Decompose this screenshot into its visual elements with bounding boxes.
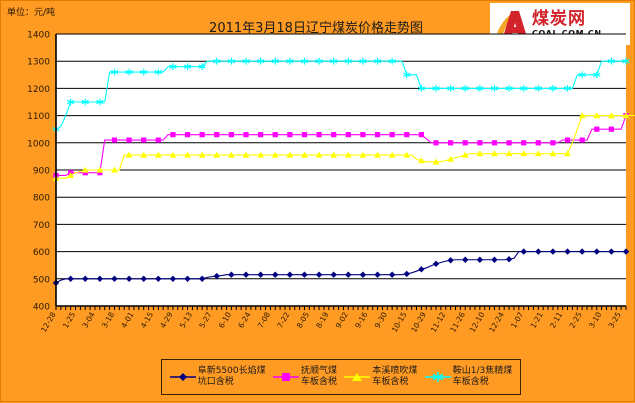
series-line	[52, 248, 630, 287]
svg-text:3-18: 3-18	[100, 310, 116, 329]
svg-text:600: 600	[33, 248, 50, 258]
svg-text:12-28: 12-28	[39, 310, 58, 334]
svg-text:12-24: 12-24	[487, 310, 506, 334]
data-series-group	[52, 57, 635, 287]
x-axis-tick-labels: 12-28 1-25 3-04 3-18 4-01 4-15 4-29 5-13 5-27 6-1…	[39, 310, 623, 334]
svg-text:1400: 1400	[27, 31, 50, 41]
svg-text:500: 500	[33, 275, 50, 285]
legend-swatch-icon	[272, 373, 299, 381]
svg-text:9-30: 9-30	[373, 310, 389, 329]
svg-text:2-11: 2-11	[548, 310, 564, 329]
logo-cn-name: 煤炭网	[532, 8, 586, 29]
svg-text:11-12: 11-12	[429, 310, 448, 334]
svg-text:8-19: 8-19	[314, 310, 330, 329]
svg-text:1300: 1300	[27, 58, 50, 68]
logo-mark-icon	[497, 10, 527, 37]
legend-label-line1: 抚顺气煤	[300, 366, 337, 376]
legend-swatch-icon	[344, 373, 371, 381]
legend-swatch-icon	[169, 373, 196, 381]
svg-text:1000: 1000	[27, 139, 50, 149]
svg-text:900: 900	[33, 167, 50, 177]
logo-text: 煤炭网 COAL.COM.CN	[532, 8, 602, 38]
logo-domain: COAL.COM.CN	[532, 28, 602, 38]
legend-item[interactable]: 阜新5500长焰煤 坑口含税	[169, 366, 266, 388]
legend-item[interactable]: 鞍山1/3焦精煤 车板含税	[424, 366, 513, 388]
svg-text:10-15: 10-15	[390, 310, 409, 334]
svg-text:800: 800	[33, 194, 50, 204]
series-line	[52, 57, 630, 133]
legend-label-line2: 车板含税	[300, 377, 337, 387]
svg-text:4-01: 4-01	[119, 310, 135, 329]
svg-text:1-07: 1-07	[509, 310, 525, 329]
svg-text:700: 700	[33, 221, 50, 231]
series-line	[52, 112, 635, 181]
axis-lines	[55, 33, 626, 307]
legend-label-line2: 坑口含税	[197, 377, 234, 387]
svg-text:9-16: 9-16	[353, 310, 369, 329]
chart-legend: 阜新5500长焰煤 坑口含税 抚顺气煤 车板含税 本溪喷吹煤 车板含税 鞍山1/…	[161, 359, 521, 395]
svg-text:5-27: 5-27	[197, 310, 213, 329]
svg-text:8-05: 8-05	[295, 310, 311, 329]
y-axis-tick-labels: 400 500 600 700 800 900 1000 1100 1200 1300 1400	[27, 31, 50, 313]
legend-label-line2: 车板含税	[372, 377, 409, 387]
svg-text:1-21: 1-21	[529, 310, 545, 329]
legend-label-line1: 本溪喷吹煤	[372, 366, 418, 376]
svg-text:3-10: 3-10	[587, 310, 603, 329]
svg-text:9-02: 9-02	[334, 310, 350, 329]
svg-text:4-29: 4-29	[158, 310, 174, 329]
svg-text:4-15: 4-15	[139, 310, 155, 329]
legend-label-line1: 鞍山1/3焦精煤	[452, 366, 513, 376]
svg-text:7-08: 7-08	[256, 310, 272, 329]
svg-text:6-24: 6-24	[236, 310, 252, 329]
legend-swatch-icon	[424, 372, 451, 382]
legend-label-line2: 车板含税	[452, 377, 489, 387]
svg-text:2-25: 2-25	[568, 310, 584, 329]
svg-text:1-25: 1-25	[61, 310, 77, 329]
svg-text:1100: 1100	[27, 112, 50, 122]
svg-text:1200: 1200	[27, 85, 50, 95]
legend-label-line1: 阜新5500长焰煤	[197, 366, 266, 376]
svg-text:7-22: 7-22	[275, 310, 291, 329]
svg-text:5-13: 5-13	[178, 310, 194, 329]
legend-item[interactable]: 本溪喷吹煤 车板含税	[344, 366, 417, 388]
svg-text:3-04: 3-04	[80, 310, 96, 329]
svg-text:12-10: 12-10	[468, 310, 487, 334]
chart-title: 2011年3月18日辽宁煤炭价格走势图	[209, 21, 423, 36]
svg-text:400: 400	[33, 303, 50, 313]
unit-label: 单位：元/吨	[7, 8, 56, 18]
legend-item[interactable]: 抚顺气煤 车板含税	[272, 366, 337, 388]
svg-text:6-10: 6-10	[217, 310, 233, 329]
svg-text:11-26: 11-26	[448, 310, 467, 334]
svg-text:10-29: 10-29	[409, 310, 428, 334]
svg-text:3-25: 3-25	[607, 310, 623, 329]
